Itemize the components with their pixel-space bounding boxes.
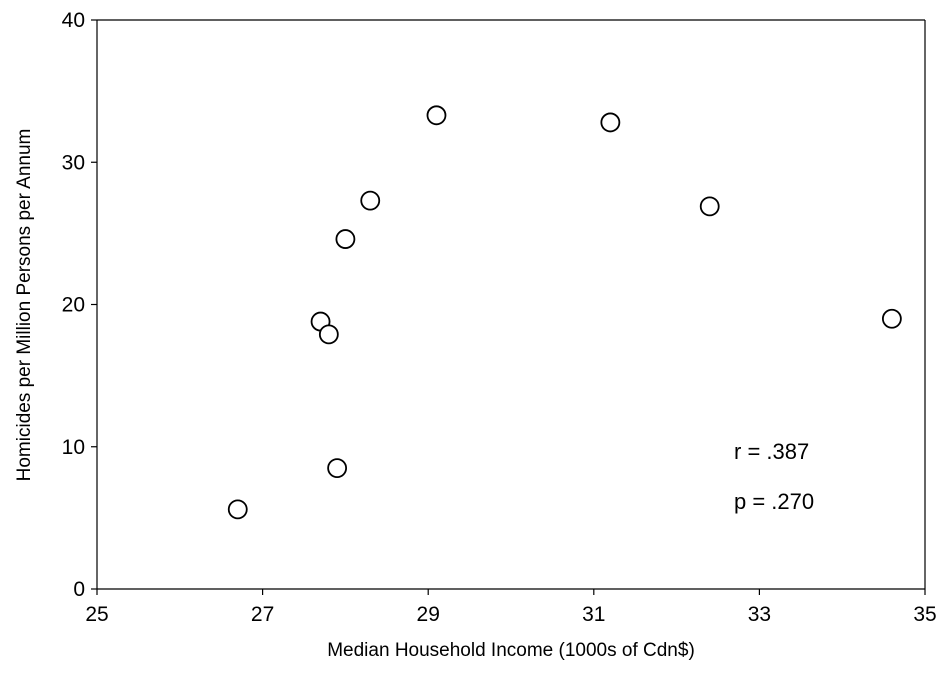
y-tick-label: 20 — [62, 294, 85, 317]
data-point — [227, 499, 248, 520]
data-point — [360, 190, 381, 211]
data-point — [426, 105, 447, 126]
y-tick-label: 10 — [62, 436, 85, 459]
x-tick-label: 33 — [748, 603, 771, 626]
x-tick-label: 31 — [582, 603, 605, 626]
x-tick-label: 25 — [85, 603, 108, 626]
correlation-r-annotation: r = .387 — [734, 439, 809, 464]
x-axis-title: Median Household Income (1000s of Cdn$) — [327, 640, 695, 661]
data-point — [335, 229, 356, 249]
p-value-annotation: p = .270 — [734, 489, 814, 514]
x-tick-label: 29 — [417, 603, 440, 626]
y-tick-label: 0 — [73, 578, 85, 601]
y-ticks: 0 10 20 30 40 — [62, 9, 97, 601]
y-tick-label: 40 — [62, 9, 85, 32]
data-point — [881, 308, 902, 329]
y-axis-title: Homicides per Million Persons per Annum — [14, 129, 35, 482]
data-points — [227, 105, 902, 520]
data-point — [600, 112, 621, 133]
x-tick-label: 27 — [251, 603, 274, 626]
data-point — [699, 196, 720, 217]
x-tick-label: 35 — [913, 603, 936, 626]
y-tick-label: 30 — [62, 151, 85, 174]
x-ticks: 25 27 29 31 33 35 — [85, 589, 937, 626]
data-point — [318, 324, 339, 345]
data-point — [327, 458, 348, 478]
